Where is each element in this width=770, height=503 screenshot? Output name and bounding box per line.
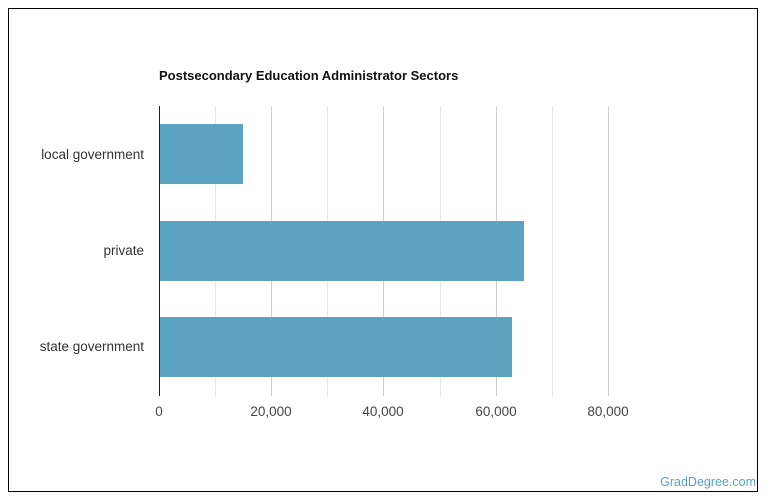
gridline (608, 106, 609, 396)
y-tick-label: state government (39, 339, 144, 354)
x-tick-label: 60,000 (475, 404, 517, 419)
bar-local-government (159, 124, 243, 184)
x-tick-label: 20,000 (250, 404, 292, 419)
bar-state-government (159, 317, 512, 377)
chart-title: Postsecondary Education Administrator Se… (159, 68, 459, 83)
x-tick-label: 80,000 (587, 404, 629, 419)
gridline (552, 106, 553, 396)
x-tick-label: 0 (155, 404, 163, 419)
x-tick-label: 40,000 (362, 404, 404, 419)
source-credit-link[interactable]: GradDegree.com (660, 475, 756, 489)
bar-private (159, 221, 524, 281)
plot-area (159, 106, 609, 396)
y-axis-line (159, 106, 160, 396)
y-tick-label: local government (41, 147, 144, 162)
y-tick-label: private (103, 243, 144, 258)
